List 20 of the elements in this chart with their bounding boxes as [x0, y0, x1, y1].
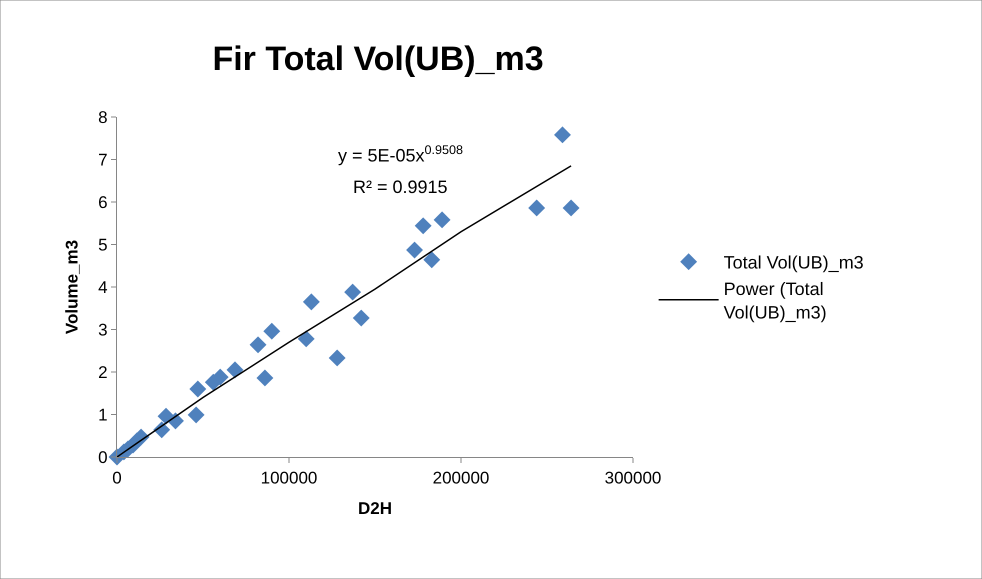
x-tick-label: 100000	[260, 468, 318, 488]
y-axis-title: Volume_m3	[62, 240, 82, 334]
chart-title: Fir Total Vol(UB)_m3	[212, 40, 544, 78]
x-tick-label: 0	[112, 468, 122, 488]
legend-label: Total Vol(UB)_m3	[724, 252, 864, 273]
annotation: R² = 0.9915	[353, 177, 448, 197]
x-tick-label: 300000	[604, 468, 662, 488]
y-tick-label: 7	[98, 150, 108, 170]
y-tick-label: 1	[98, 405, 108, 424]
y-tick-label: 8	[98, 108, 108, 127]
legend-label: Power (Total Vol(UB)_m3)	[724, 279, 827, 323]
y-tick-label: 6	[98, 192, 108, 212]
y-tick-label: 5	[98, 235, 108, 254]
y-tick-label: 2	[98, 362, 108, 382]
y-tick-label: 3	[98, 320, 108, 340]
x-tick-label: 200000	[432, 468, 490, 488]
y-tick-label: 0	[98, 448, 108, 467]
x-axis-title: D2H	[358, 498, 392, 518]
annotation: y = 5E-05x$^{0.9508}$	[338, 143, 464, 166]
y-tick-label: 4	[98, 278, 108, 297]
